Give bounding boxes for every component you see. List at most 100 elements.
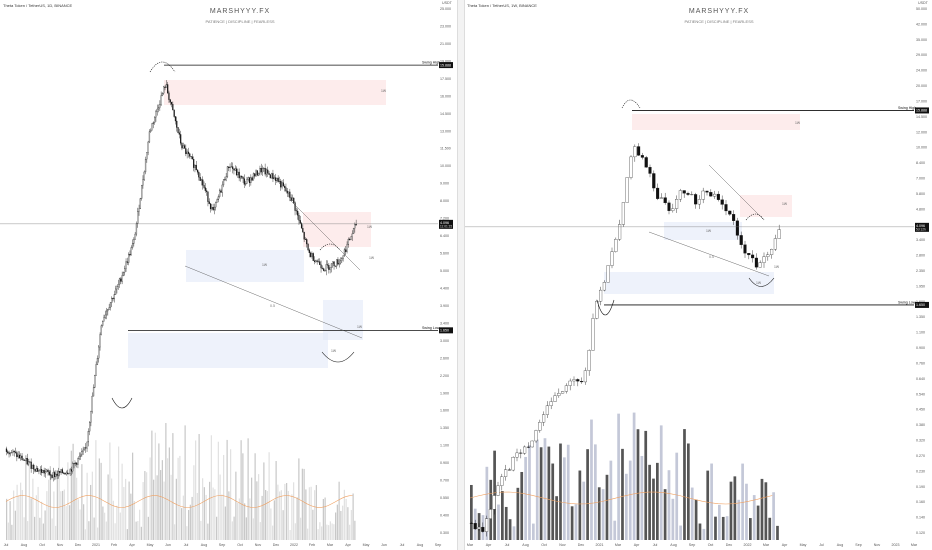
y-tick-label: 7.200 xyxy=(440,217,449,221)
volume-bar xyxy=(539,447,543,540)
volume-bar xyxy=(721,516,725,540)
trendline xyxy=(184,265,363,339)
candle-body xyxy=(599,289,603,302)
candle-body xyxy=(131,243,134,248)
volume-bar xyxy=(251,477,253,540)
volume-bar xyxy=(291,494,293,540)
y-tick-label: 11.500 xyxy=(440,147,451,151)
volume-bar xyxy=(305,489,307,540)
x-tick-label: Jun xyxy=(165,543,171,547)
candle-body xyxy=(100,325,102,335)
volume-bar xyxy=(296,497,298,540)
y-tick-label: 4.800 xyxy=(916,207,925,211)
candle-body xyxy=(326,264,329,266)
candle-body xyxy=(66,472,69,474)
candle-body xyxy=(300,223,303,229)
candle-body xyxy=(143,171,145,180)
y-tick-label: 0.540 xyxy=(916,392,925,396)
candle-body xyxy=(492,495,496,510)
right-chart-canvas[interactable]: 50.000 42.000 35.000 29.000 24.000 20.000 17.0… xyxy=(464,0,932,550)
right-chart-panel[interactable]: Theta Token / TetherUS, 1W, BINANCE MARS… xyxy=(464,0,932,550)
volume-bar xyxy=(768,517,772,540)
candle-body xyxy=(337,259,339,265)
y-tick-label: 0.320 xyxy=(916,439,925,443)
candle-body xyxy=(189,153,191,157)
volume-bar xyxy=(547,446,551,540)
volume-bar xyxy=(729,481,733,540)
volume-bar xyxy=(186,526,188,540)
volume-bar xyxy=(772,492,775,540)
candle-body xyxy=(176,120,178,128)
candle-body xyxy=(347,239,349,245)
x-tick-label: Apr xyxy=(486,543,492,547)
y-tick-label: 12.000 xyxy=(916,130,927,134)
x-tick-label: Oct xyxy=(708,543,714,547)
volume-bar xyxy=(331,523,333,540)
candle-body xyxy=(307,243,309,251)
volume-bar xyxy=(266,491,268,540)
volume-bar xyxy=(91,471,93,540)
candle-body xyxy=(170,102,173,105)
volume-bar xyxy=(235,471,237,540)
volume-bar xyxy=(694,499,698,540)
candle-body xyxy=(264,168,266,175)
candle-body xyxy=(185,148,187,155)
volume-bar xyxy=(254,453,256,540)
candle-body xyxy=(255,170,257,177)
candle-body xyxy=(553,395,557,402)
candle-body xyxy=(169,99,171,103)
supply-zone xyxy=(740,195,792,217)
candle-body xyxy=(330,263,333,268)
candle-body xyxy=(500,476,504,486)
candle-body xyxy=(193,158,195,168)
volume-bar xyxy=(667,470,671,540)
volume-bar xyxy=(308,487,310,540)
volume-bar xyxy=(749,518,752,540)
candle-body xyxy=(200,179,203,181)
volume-bar xyxy=(154,432,156,540)
volume-bar xyxy=(105,521,107,540)
candle-body xyxy=(79,454,82,457)
volume-bar xyxy=(56,470,58,540)
candle-body xyxy=(354,223,356,229)
panel-divider[interactable] xyxy=(457,0,465,550)
volume-bar xyxy=(504,506,508,540)
volume-bar xyxy=(16,484,18,540)
candle-body xyxy=(640,155,644,158)
y-tick-label: 17.500 xyxy=(440,77,451,81)
candle-body xyxy=(222,179,225,186)
left-chart-canvas[interactable]: 25.000 23.000 21.000 19.000 17.500 16.000 14.5… xyxy=(0,0,456,550)
left-chart-panel[interactable]: Theta Token / TetherUS, 1D, BINANCE MARS… xyxy=(0,0,456,550)
timeframe-label: 1W xyxy=(756,281,762,285)
volume-bar xyxy=(158,443,160,540)
x-tick-label: Jul xyxy=(184,543,189,547)
swing-low-price-tag xyxy=(439,327,453,334)
volume-bar xyxy=(679,525,682,540)
candle-body xyxy=(60,469,62,473)
volume-bar xyxy=(144,471,146,540)
current-price-tag xyxy=(915,222,929,232)
volume-bar xyxy=(244,503,246,540)
candle-body xyxy=(187,151,190,154)
volume-bar xyxy=(191,496,193,540)
volume-bar xyxy=(228,491,230,540)
candle-body xyxy=(96,358,99,365)
volume-bar xyxy=(179,455,181,540)
volume-bar xyxy=(226,439,228,540)
candle-body xyxy=(629,156,633,178)
candle-body xyxy=(64,472,66,475)
volume-bar xyxy=(293,482,295,540)
candle-body xyxy=(172,104,174,111)
candle-body xyxy=(180,134,182,144)
candle-body xyxy=(118,278,121,285)
volume-bar xyxy=(76,477,78,540)
candle-body xyxy=(663,197,667,204)
y-tick-label: 0.900 xyxy=(916,346,925,350)
candle-body xyxy=(280,180,282,188)
volume-bar xyxy=(188,510,190,540)
volume-bar xyxy=(345,498,347,540)
y-tick-label: 1.100 xyxy=(440,444,449,448)
volume-bar xyxy=(354,520,356,540)
candle-body xyxy=(52,472,54,478)
left-watermark: MARSHYYY.FX xyxy=(209,8,271,15)
